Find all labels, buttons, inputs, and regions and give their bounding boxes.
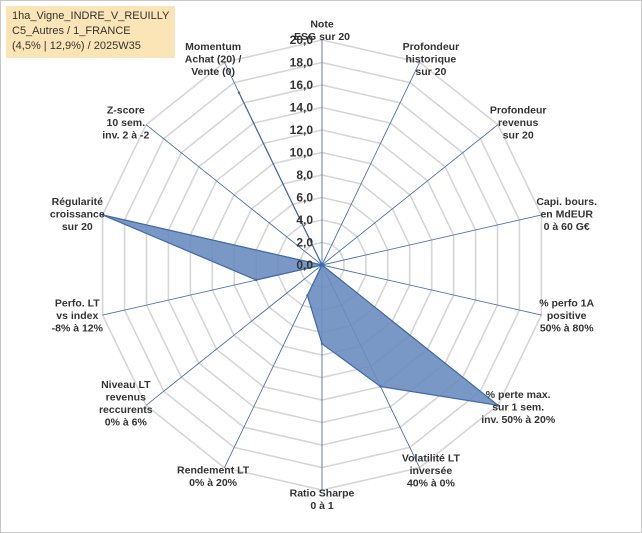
axis-label: 0% à 6% bbox=[105, 416, 148, 428]
radial-tick-label: 16,0 bbox=[290, 78, 314, 92]
axis-label: positive bbox=[547, 310, 587, 322]
header-line-3: (4,5% | 12,9%) / 2025W35 bbox=[12, 40, 141, 52]
axis-label: Achat (20) / bbox=[185, 54, 242, 66]
axis-label: en MdEUR bbox=[540, 209, 593, 221]
axis-label: 50% à 80% bbox=[540, 323, 594, 335]
data-point bbox=[237, 91, 241, 94]
axis-label: sur 1 sem. bbox=[492, 402, 544, 414]
axis-label: Vente (0) bbox=[191, 66, 235, 78]
radial-tick-label: 10,0 bbox=[290, 146, 314, 160]
radial-tick-label: 18,0 bbox=[290, 56, 314, 70]
data-point bbox=[320, 342, 324, 345]
data-point bbox=[320, 263, 324, 267]
axis-label: 40% à 0% bbox=[407, 477, 456, 489]
radial-tick-label: 14,0 bbox=[290, 101, 314, 115]
axis-label: sur 20 bbox=[415, 66, 446, 78]
data-point bbox=[255, 278, 258, 282]
axis-label: 0 à 1 bbox=[310, 500, 334, 512]
axis-spoke bbox=[321, 124, 499, 266]
axis-label: 0% à 20% bbox=[189, 477, 238, 489]
axis-spoke bbox=[223, 264, 323, 468]
axis-label: Profondeur bbox=[403, 41, 460, 53]
axis-label: sur 20 bbox=[503, 129, 534, 141]
axis-label: inv. 2 à -2 bbox=[102, 129, 149, 141]
axis-spoke bbox=[145, 124, 323, 266]
axis-label: Rendement LT bbox=[177, 464, 250, 476]
axis-label: revenus bbox=[106, 391, 146, 403]
radial-tick-label: 2,0 bbox=[296, 236, 313, 250]
axis-label: Régularité bbox=[52, 196, 104, 208]
radial-tick-label: 0,0 bbox=[296, 258, 313, 272]
axis-label: 0 à 60 G€ bbox=[544, 221, 590, 233]
axis-spoke bbox=[145, 264, 323, 406]
radial-tick-label: 6,0 bbox=[296, 191, 313, 205]
axis-label: Niveau LT bbox=[101, 379, 151, 391]
axis-label: sur 20 bbox=[62, 221, 93, 233]
axis-label: Ratio Sharpe bbox=[290, 488, 355, 500]
radial-tick-label: 4,0 bbox=[296, 213, 313, 227]
axis-label: ESG sur 20 bbox=[294, 31, 350, 43]
data-point bbox=[496, 404, 500, 407]
axis-spoke bbox=[321, 62, 421, 266]
radial-tick-label: 12,0 bbox=[290, 123, 314, 137]
axis-label: -8% à 12% bbox=[52, 323, 104, 335]
data-point bbox=[306, 294, 309, 297]
header-line-2: C5_Autres / 1_FRANCE bbox=[12, 25, 131, 37]
axis-label: revenus bbox=[498, 117, 538, 129]
axis-label: Perfo. LT bbox=[55, 298, 100, 310]
chart-header: 1ha_Vigne_INDRE_V_REUILLY C5_Autres / 1_… bbox=[6, 6, 176, 58]
header-line-1: 1ha_Vigne_INDRE_V_REUILLY bbox=[12, 10, 170, 22]
axis-spoke bbox=[321, 214, 542, 266]
axis-label: croissance bbox=[50, 209, 105, 221]
axis-label: 10 sem. bbox=[107, 117, 146, 129]
axis-label: Momentum bbox=[185, 41, 241, 53]
data-point bbox=[101, 213, 104, 217]
axis-label: Profondeur bbox=[490, 104, 547, 116]
axis-label: Volatilité LT bbox=[402, 452, 461, 464]
axis-spoke bbox=[321, 264, 542, 316]
radial-tick-label: 8,0 bbox=[296, 168, 313, 182]
axis-label: reccurents bbox=[99, 404, 153, 416]
axis-label: Note bbox=[310, 19, 333, 31]
axis-label: % perte max. bbox=[486, 389, 551, 401]
axis-label: inversée bbox=[410, 465, 453, 477]
axis-label: historique bbox=[406, 54, 457, 66]
axis-label: vs index bbox=[56, 310, 98, 322]
radial-tick-label: 20,0 bbox=[290, 33, 314, 47]
axis-label: inv. 50% à 20% bbox=[481, 414, 556, 426]
axis-label: Capi. bours. bbox=[536, 196, 597, 208]
axis-label: % perfo 1A bbox=[539, 298, 594, 310]
data-point bbox=[379, 385, 382, 388]
axis-label: Z-score bbox=[107, 104, 145, 116]
